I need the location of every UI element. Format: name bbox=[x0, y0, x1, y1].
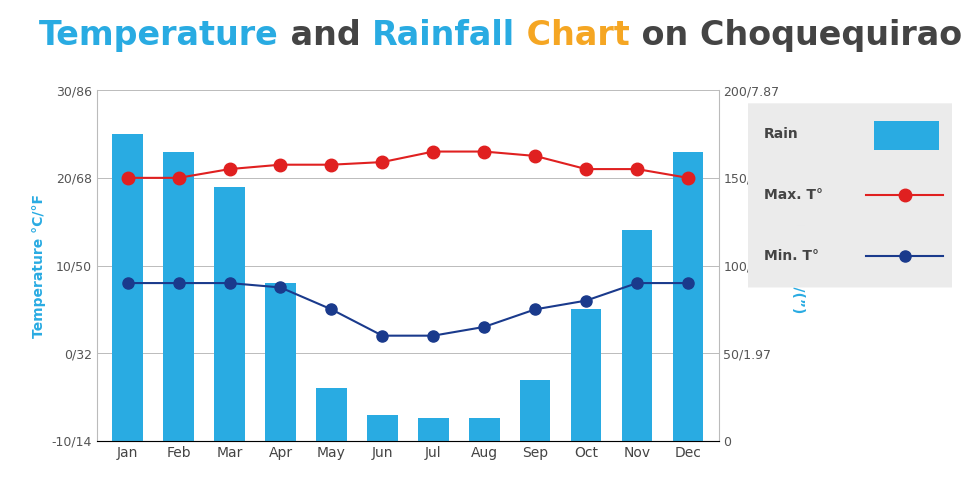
Bar bbox=[163, 152, 194, 441]
FancyBboxPatch shape bbox=[744, 165, 955, 226]
Bar bbox=[215, 187, 245, 441]
FancyBboxPatch shape bbox=[744, 226, 955, 287]
Bar bbox=[367, 415, 398, 441]
Bar bbox=[113, 134, 143, 441]
Bar bbox=[519, 380, 551, 441]
Bar bbox=[418, 418, 449, 441]
Text: on: on bbox=[630, 20, 700, 52]
Bar bbox=[317, 388, 347, 441]
Bar bbox=[874, 121, 939, 150]
Text: Choquequirao Trek: Choquequirao Trek bbox=[700, 20, 971, 52]
Bar bbox=[673, 152, 703, 441]
Text: Rainfall: Rainfall bbox=[372, 20, 515, 52]
Text: Min. T°: Min. T° bbox=[764, 249, 819, 264]
Bar bbox=[265, 283, 296, 441]
Bar bbox=[571, 310, 601, 441]
FancyBboxPatch shape bbox=[744, 104, 955, 165]
Bar bbox=[469, 418, 499, 441]
Y-axis label: Temperature °C/°F: Temperature °C/°F bbox=[32, 193, 47, 338]
Text: and: and bbox=[279, 20, 372, 52]
Y-axis label: Rain mm/(”): Rain mm/(”) bbox=[790, 218, 805, 313]
Text: Max. T°: Max. T° bbox=[764, 188, 823, 202]
Bar bbox=[621, 230, 653, 441]
Text: Rain: Rain bbox=[764, 127, 799, 141]
Text: Temperature: Temperature bbox=[39, 20, 279, 52]
Text: Chart: Chart bbox=[515, 20, 630, 52]
